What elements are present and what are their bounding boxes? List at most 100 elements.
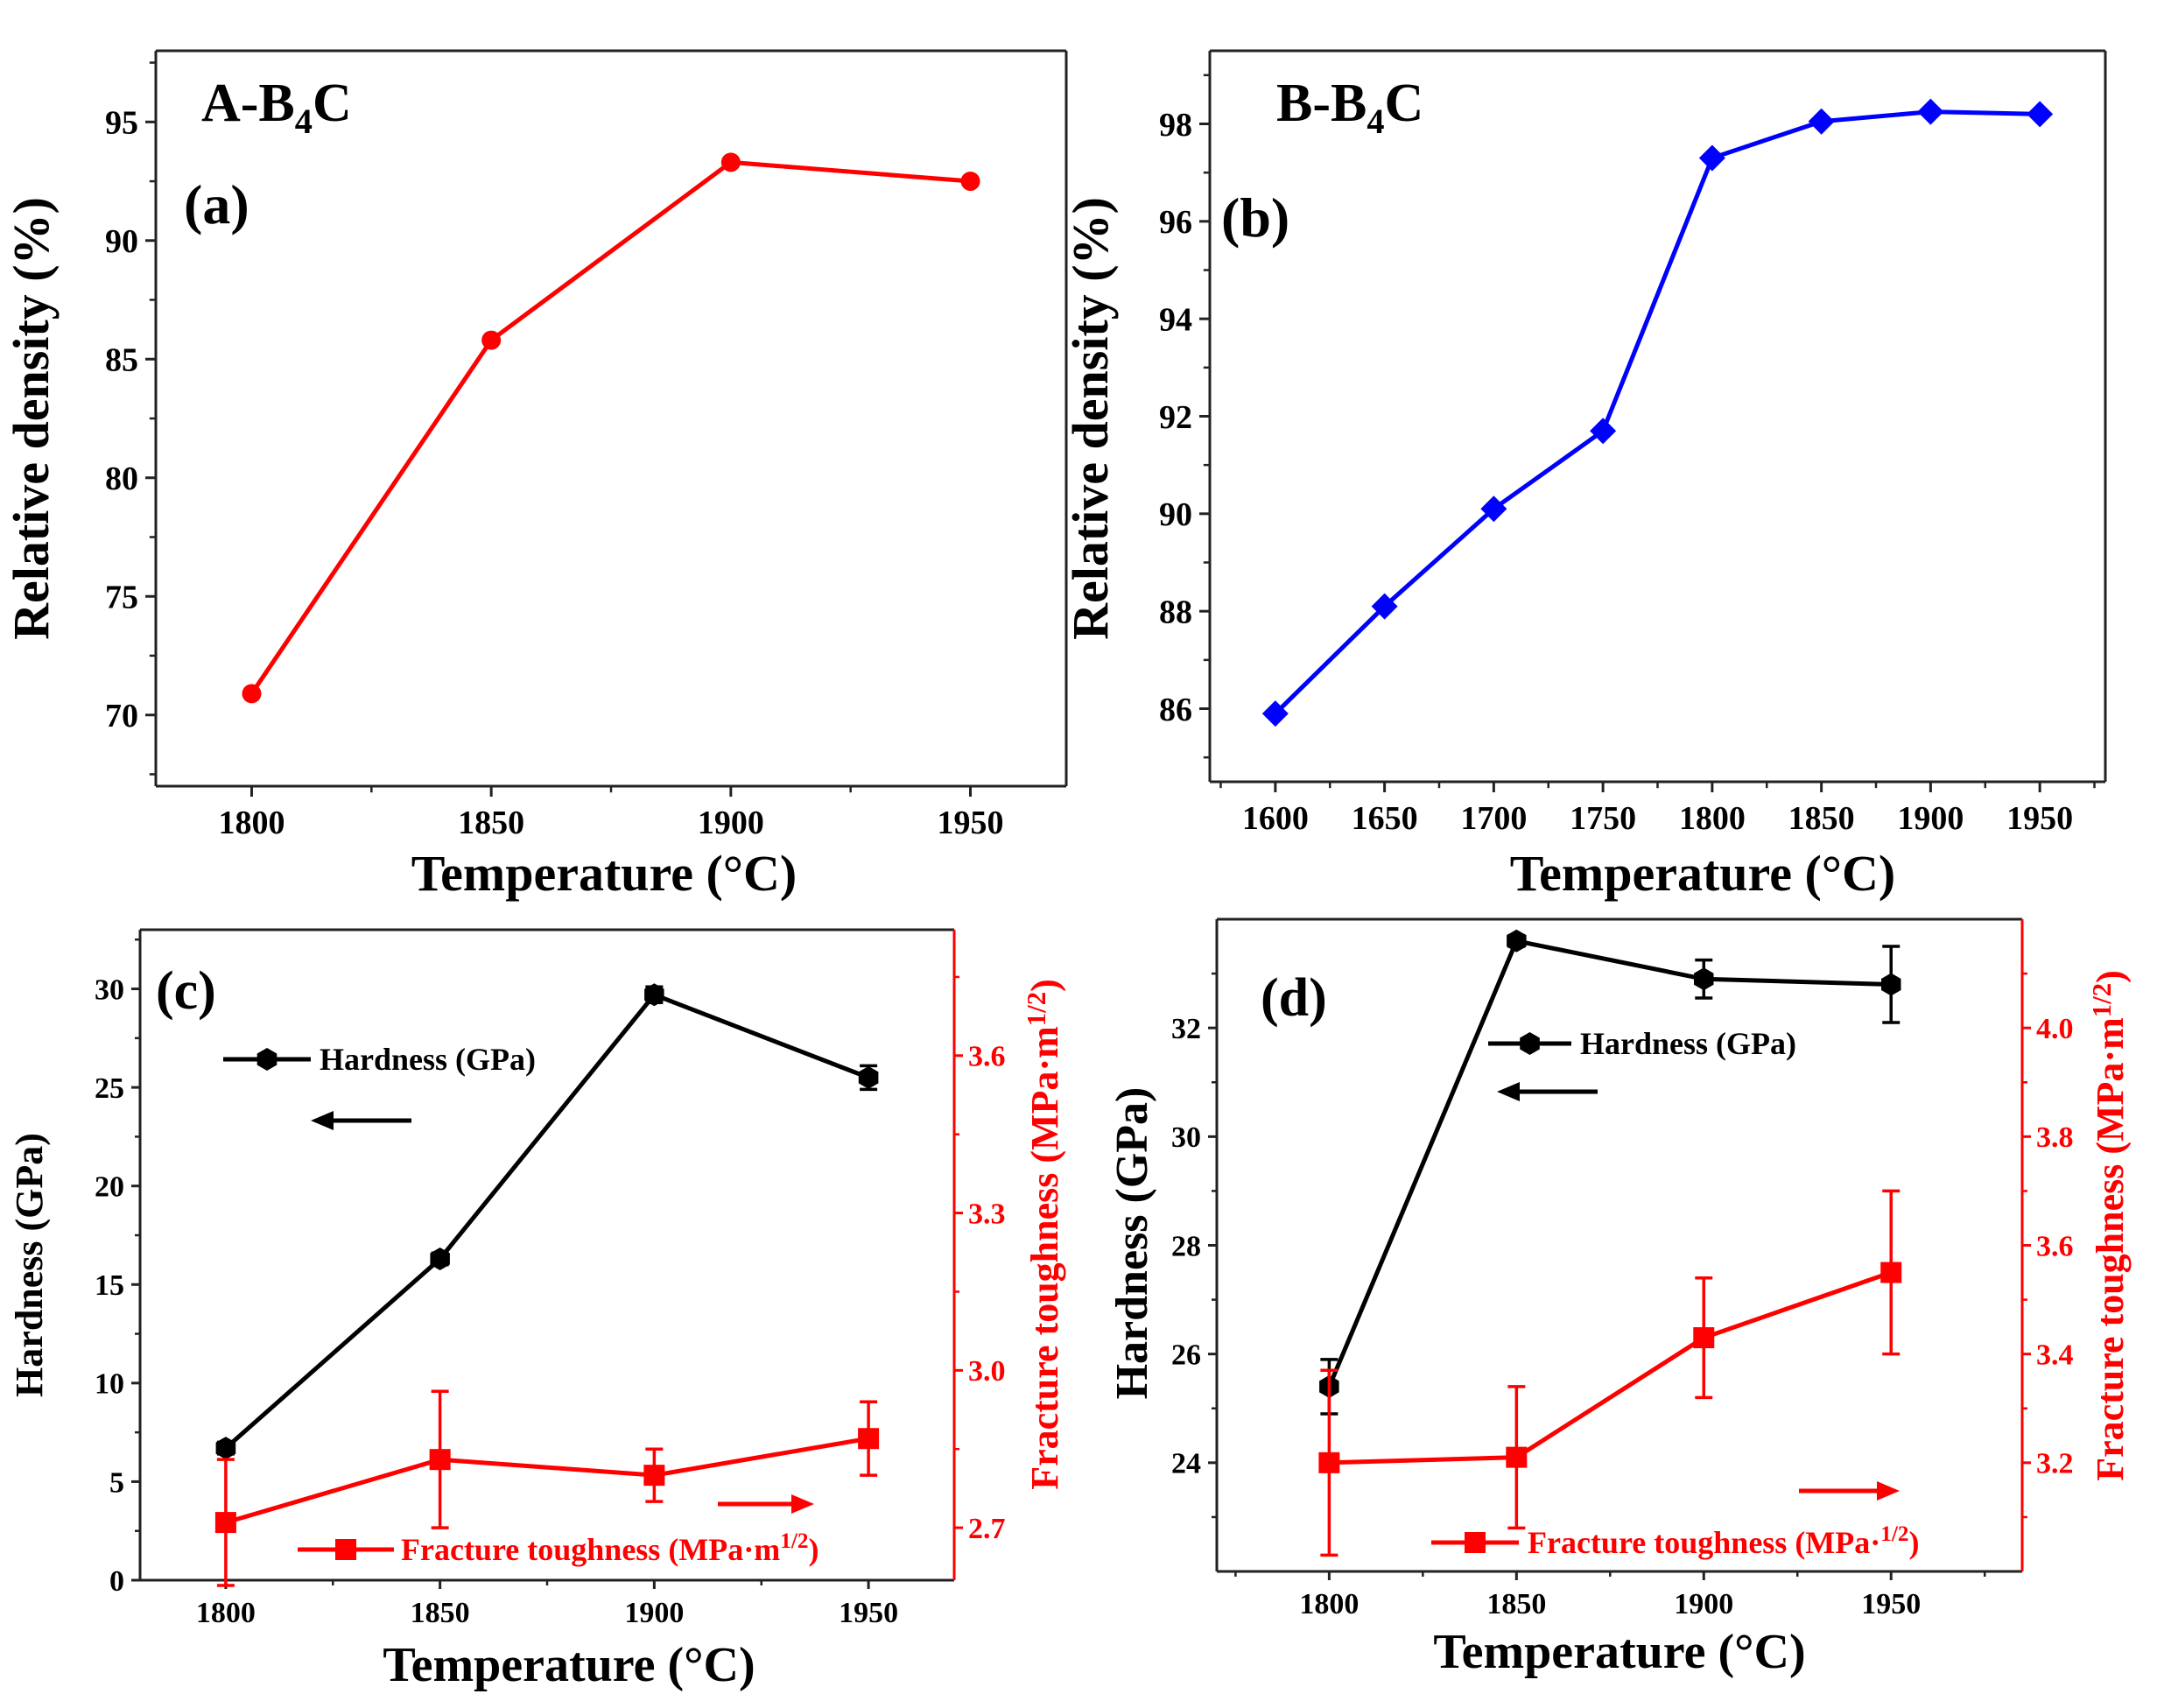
y-tick-label: 26 — [1171, 1339, 1201, 1372]
x-tick-label: 1950 — [1861, 1588, 1921, 1620]
y-tick-label: 30 — [95, 973, 124, 1006]
x-tick-label: 1850 — [458, 805, 524, 841]
x-tick-label: 1800 — [218, 805, 285, 841]
y-right-tick-label: 3.6 — [2036, 1230, 2074, 1262]
chart-title-tail: C — [313, 74, 352, 133]
y-right-tick-label: 3.6 — [968, 1041, 1006, 1073]
legend-item-1: Fracture toughness (MPa·1/2) — [1431, 1522, 1919, 1560]
y-right-title-sup: 1/2 — [2087, 983, 2117, 1017]
arrow-head — [1877, 1481, 1900, 1501]
data-point — [1881, 973, 1901, 996]
data-point — [429, 1449, 451, 1471]
y-right-title-tail: ) — [2089, 970, 2132, 983]
y-tick-label: 96 — [1159, 204, 1192, 241]
data-point — [720, 152, 741, 172]
arrow-head — [1497, 1082, 1520, 1101]
y-tick-label: 75 — [105, 580, 138, 616]
panel-label: (a) — [184, 173, 249, 235]
data-point — [1917, 98, 1944, 125]
panel-label: (c) — [156, 961, 216, 1021]
series-line-0 — [1274, 109, 2041, 715]
legend-item-1: Fracture toughness (MPa·m1/2) — [298, 1529, 819, 1567]
data-point — [215, 1437, 236, 1460]
x-tick-label: 1900 — [1674, 1588, 1733, 1620]
data-point — [430, 1248, 450, 1270]
y-tick-label: 24 — [1171, 1448, 1201, 1480]
y-axis-title: Hardness (GPa) — [1107, 1087, 1157, 1400]
x-tick-label: 1800 — [1299, 1588, 1359, 1620]
legend-label-main: Fracture toughness (MPa· — [1528, 1525, 1880, 1560]
x-axis-title: Temperature (°C) — [1510, 845, 1895, 902]
panel-label: (d) — [1261, 968, 1327, 1028]
y-tick-label: 90 — [1159, 496, 1192, 533]
y-tick-label: 86 — [1159, 692, 1192, 728]
y-right-tick-label: 3.8 — [2036, 1121, 2074, 1154]
x-tick-label: 1800 — [1679, 800, 1746, 837]
data-point — [2027, 101, 2054, 128]
data-point — [1261, 700, 1289, 727]
data-point — [960, 172, 980, 192]
data-point — [858, 1065, 879, 1089]
y-right-axis-title: Fracture toughness (MPa·m1/2) — [1022, 979, 1066, 1490]
data-point — [1808, 108, 1835, 135]
legend-label: Hardness (GPa) — [320, 1042, 536, 1077]
y-right-tick-label: 3.4 — [2036, 1339, 2074, 1372]
y-right-tick-label: 3.3 — [968, 1198, 1006, 1230]
y-tick-label: 90 — [105, 223, 138, 260]
legend-marker — [1520, 1032, 1540, 1055]
y-right-title-tail: ) — [1023, 979, 1066, 992]
series-line-0 — [1327, 938, 1892, 1388]
y-tick-label: 28 — [1171, 1230, 1201, 1262]
legend-item-0: Hardness (GPa) — [223, 1042, 536, 1077]
x-tick-label: 1850 — [1486, 1588, 1546, 1620]
chart-title-sub: 4 — [1367, 102, 1384, 141]
x-tick-label: 1950 — [839, 1597, 898, 1629]
chart-panel-d: 1800 1850 1900 1950 24 26 28 30 32 3.2 3.4 3.6 3.8 4.… — [1107, 917, 2132, 1679]
y-tick-label: 98 — [1159, 107, 1192, 144]
series-line-1 — [1329, 1270, 1893, 1466]
legend-label-main: Fracture toughness (MPa·m — [401, 1532, 780, 1567]
x-tick-label: 1750 — [1570, 800, 1636, 837]
y-right-title-sup: 1/2 — [1022, 992, 1051, 1026]
legend-label-sup: 1/2 — [1880, 1522, 1908, 1546]
chart-panel-a: 1800 1850 1900 1950 70 75 80 85 90 95 Temperature … — [3, 49, 1068, 902]
series-line-0 — [249, 159, 971, 695]
legend-label-tail: ) — [808, 1532, 819, 1567]
legend-label: Fracture toughness (MPa·1/2) — [1528, 1522, 1919, 1560]
y-tick-label: 0 — [109, 1565, 124, 1598]
legend-label-sup: 1/2 — [780, 1529, 808, 1553]
legend-label-tail: ) — [1908, 1525, 1919, 1560]
series-line-0 — [224, 992, 870, 1451]
panel-label: (b) — [1221, 186, 1289, 249]
y-right-title-main: Fracture toughness (MPa·m — [1023, 1026, 1066, 1490]
y-tick-label: 92 — [1159, 399, 1192, 436]
data-point — [1693, 1327, 1715, 1349]
x-tick-label: 1900 — [698, 805, 764, 841]
data-point — [858, 1428, 880, 1450]
data-point — [1506, 1446, 1528, 1468]
legend-label: Fracture toughness (MPa·m1/2) — [401, 1529, 819, 1567]
x-axis-title: Temperature (°C) — [383, 1638, 755, 1692]
y-tick-label: 88 — [1159, 594, 1192, 630]
y-axis-title: Relative density (%) — [1062, 197, 1119, 640]
chart-title-sub: 4 — [295, 102, 313, 141]
y-right-axis-title: Fracture toughness (MPa·m1/2) — [2087, 970, 2132, 1481]
x-tick-label: 1650 — [1352, 800, 1418, 837]
x-tick-label: 1850 — [411, 1597, 470, 1629]
y-axis-title: Relative density (%) — [3, 197, 60, 640]
chart-title-main: B-B — [1276, 74, 1367, 133]
data-point — [1480, 496, 1507, 523]
x-tick-label: 1800 — [196, 1597, 256, 1629]
data-point — [644, 983, 664, 1007]
x-tick-label: 1900 — [1897, 800, 1964, 837]
data-point — [1590, 418, 1617, 445]
data-point — [1318, 1451, 1340, 1473]
data-point — [242, 684, 262, 704]
x-tick-label: 1950 — [2006, 800, 2073, 837]
legend-label: Hardness (GPa) — [1580, 1026, 1796, 1061]
y-tick-label: 5 — [109, 1466, 124, 1499]
data-point — [1880, 1262, 1902, 1283]
y-tick-label: 94 — [1159, 301, 1192, 338]
legend-label-main: Hardness (GPa) — [1580, 1026, 1796, 1061]
